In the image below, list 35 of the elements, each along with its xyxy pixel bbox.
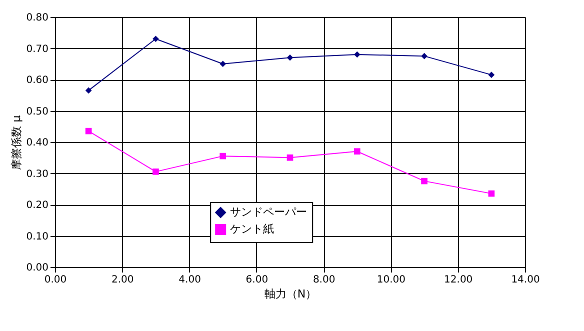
y-tick-label: 0.30 [26, 168, 48, 180]
y-tick-label: 0.00 [26, 262, 48, 274]
y-tick-label: 0.20 [26, 200, 48, 211]
y-tick-label: 0.80 [26, 12, 48, 24]
y-tick-label: 0.70 [26, 44, 48, 55]
x-tick-label: 10.00 [376, 274, 406, 286]
point [220, 152, 226, 160]
x-tick-label: 14.00 [511, 274, 540, 286]
point [220, 60, 226, 68]
legend-label: ケント紙 [230, 222, 274, 236]
point [354, 148, 360, 155]
x-axis-title: 軸力（N） [264, 288, 317, 300]
x-tick-label: 2.00 [112, 274, 134, 286]
x-tick-label: 6.00 [246, 274, 268, 286]
point [152, 168, 159, 175]
x-tick-label: 4.00 [178, 274, 201, 286]
point [286, 54, 294, 61]
point [85, 128, 92, 134]
y-tick-label: 0.40 [26, 138, 48, 148]
x-tick-label: 0.00 [44, 274, 67, 286]
y-tick-label: 0.10 [26, 231, 48, 242]
legend-label: サンドペーパー [230, 206, 308, 218]
point [488, 72, 495, 78]
x-tick-label: 12.00 [444, 274, 473, 286]
point [488, 190, 495, 197]
y-axis-title: 摩擦係数 μ [10, 115, 24, 170]
point [286, 154, 294, 161]
point [421, 52, 428, 60]
y-tick-label: 0.50 [26, 106, 48, 118]
point [152, 36, 159, 42]
y-tick-label: 0.60 [26, 75, 48, 86]
point [354, 51, 360, 58]
point [421, 178, 428, 184]
x-tick-label: 8.00 [312, 274, 336, 286]
point [85, 87, 92, 94]
